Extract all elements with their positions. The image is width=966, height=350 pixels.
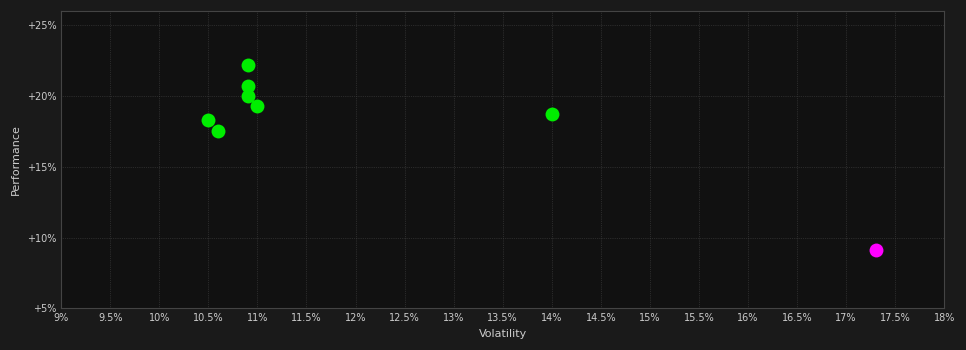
X-axis label: Volatility: Volatility xyxy=(478,329,526,339)
Point xyxy=(240,83,255,89)
Y-axis label: Performance: Performance xyxy=(12,124,21,195)
Point xyxy=(240,62,255,68)
Point xyxy=(867,247,883,253)
Point xyxy=(240,93,255,99)
Point xyxy=(211,129,226,134)
Point xyxy=(249,103,265,109)
Point xyxy=(544,112,559,117)
Point xyxy=(201,117,216,123)
